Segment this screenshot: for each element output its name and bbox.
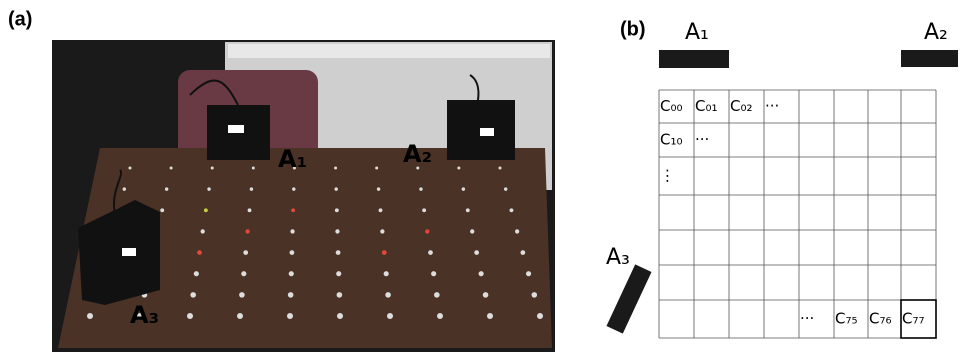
- anchor-label: A₁: [685, 20, 709, 45]
- grid: C₀₀ C₀₁ C₀₂ ··· C₁₀ ··· ⋮ ··· C₇₅ C₇₆ C₇₇: [659, 90, 936, 338]
- shelf: [228, 44, 550, 58]
- photo-anchor-label: A₁: [278, 145, 307, 173]
- cell-label: ⋮: [660, 167, 675, 185]
- dot: [483, 292, 489, 298]
- dot: [123, 187, 126, 190]
- dot: [239, 292, 245, 298]
- panel-label: (b): [620, 18, 646, 40]
- figure: (a) A₁ A₂ A₃ (b) A₁ A₂ A₃ C₀₀ C₀₁ C₀₂ ··· C₁…: [0, 0, 973, 354]
- anchor-label: A₃: [606, 245, 630, 270]
- panel-label: (a): [8, 8, 32, 30]
- dot: [466, 208, 470, 212]
- dot: [431, 271, 436, 276]
- dot: [170, 167, 173, 170]
- cell-label: ···: [765, 97, 779, 115]
- dot: [521, 250, 526, 255]
- cell-label: C₁₀: [660, 131, 683, 149]
- dot: [526, 271, 531, 276]
- dot: [532, 292, 538, 298]
- dot: [194, 271, 199, 276]
- dot: [487, 313, 493, 319]
- tag: [122, 248, 136, 256]
- dot: [385, 292, 391, 298]
- anchor: [901, 50, 958, 67]
- dot: [425, 229, 429, 233]
- dot: [479, 271, 484, 276]
- dot: [290, 229, 294, 233]
- dot: [334, 167, 337, 170]
- dot: [204, 208, 208, 212]
- cell-label: ···: [800, 310, 814, 328]
- dot: [87, 313, 93, 319]
- dot: [334, 187, 337, 190]
- dot: [237, 313, 243, 319]
- dot: [510, 208, 514, 212]
- photo-anchor-label: A₃: [130, 301, 159, 329]
- cell-label: ···: [695, 131, 709, 149]
- dot: [129, 167, 132, 170]
- dot: [292, 187, 295, 190]
- dot: [241, 271, 246, 276]
- tag: [228, 125, 244, 133]
- dot: [290, 250, 295, 255]
- cell-label: C₀₁: [695, 97, 718, 115]
- dot: [474, 250, 479, 255]
- photo-anchor-label: A₂: [403, 140, 432, 168]
- dot: [337, 292, 343, 298]
- anchor: [606, 264, 651, 333]
- anchor-label: A₂: [924, 20, 948, 45]
- dot: [201, 229, 205, 233]
- tag: [480, 128, 494, 136]
- cell-label: C₀₀: [660, 97, 683, 115]
- dot: [187, 313, 193, 319]
- dot: [250, 187, 253, 190]
- dot: [419, 187, 422, 190]
- dot: [335, 229, 339, 233]
- dot: [190, 292, 196, 298]
- dot: [288, 292, 294, 298]
- dot: [462, 187, 465, 190]
- dot: [537, 313, 543, 319]
- dot: [470, 229, 474, 233]
- dot: [387, 313, 393, 319]
- photo: A₁ A₂ A₃: [52, 40, 555, 352]
- dot: [504, 187, 507, 190]
- dot: [252, 167, 255, 170]
- dot: [337, 313, 343, 319]
- anchor: [659, 50, 729, 68]
- dot: [160, 208, 164, 212]
- dot: [197, 250, 202, 255]
- dot: [336, 250, 341, 255]
- dot: [382, 250, 387, 255]
- dot: [211, 167, 214, 170]
- dot: [379, 208, 383, 212]
- dot: [287, 313, 293, 319]
- dot: [428, 250, 433, 255]
- dot: [375, 167, 378, 170]
- dot: [434, 292, 440, 298]
- dot: [457, 167, 460, 170]
- dot: [384, 271, 389, 276]
- cell-label: C₇₇: [902, 310, 925, 328]
- dot: [291, 208, 295, 212]
- dot: [422, 208, 426, 212]
- dot: [515, 229, 519, 233]
- dot: [165, 187, 168, 190]
- dot: [499, 167, 502, 170]
- cell-label: C₀₂: [730, 97, 753, 115]
- dot: [245, 229, 249, 233]
- dot: [335, 208, 339, 212]
- dot: [289, 271, 294, 276]
- cell-label: C₇₅: [835, 310, 858, 328]
- dot: [380, 229, 384, 233]
- dot: [207, 187, 210, 190]
- dot: [248, 208, 252, 212]
- dot: [243, 250, 248, 255]
- dot: [377, 187, 380, 190]
- cell-label: C₇₆: [869, 310, 892, 328]
- dot: [437, 313, 443, 319]
- dot: [336, 271, 341, 276]
